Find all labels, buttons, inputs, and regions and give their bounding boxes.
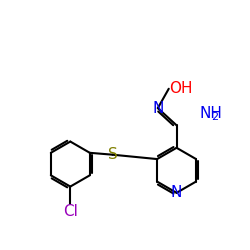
- Text: N: N: [171, 185, 182, 200]
- Text: Cl: Cl: [63, 204, 78, 219]
- Text: 2: 2: [211, 112, 218, 122]
- Text: S: S: [108, 147, 118, 162]
- Text: NH: NH: [199, 106, 222, 121]
- Text: OH: OH: [169, 81, 192, 96]
- Text: N: N: [152, 100, 164, 116]
